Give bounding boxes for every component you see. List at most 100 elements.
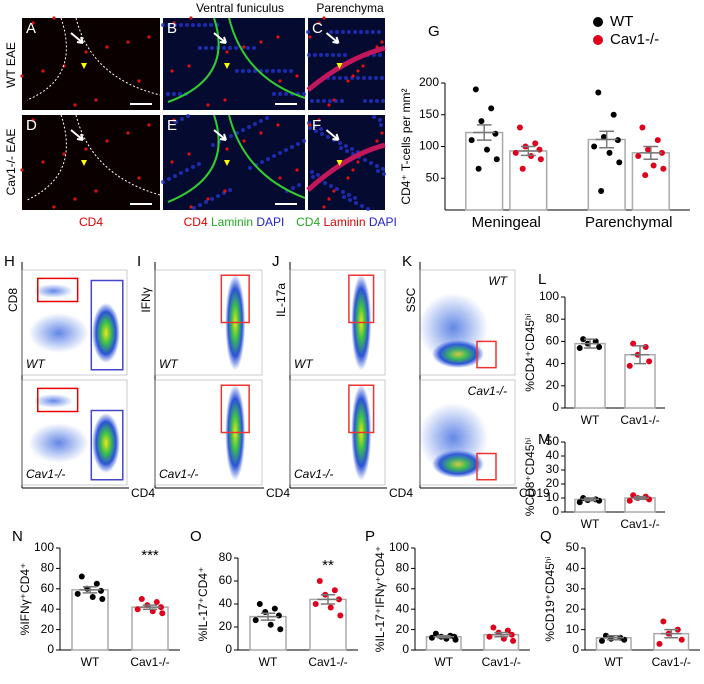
y-axis-label: %IL-17⁺CD4⁺ — [196, 567, 210, 642]
nucleus — [265, 116, 269, 120]
x-tick-label: Cav1-/- — [308, 655, 347, 669]
cell — [20, 74, 24, 78]
nucleus — [173, 174, 177, 178]
cell — [225, 50, 229, 54]
cell — [137, 79, 141, 83]
data-point — [267, 621, 274, 628]
nucleus — [329, 184, 333, 188]
header: Ventral funiculus — [196, 1, 284, 15]
axis-label: CD4 — [389, 486, 413, 500]
data-point — [157, 604, 164, 611]
gate — [37, 277, 79, 303]
y-tick-label: 60 — [41, 581, 55, 595]
data-point — [475, 165, 482, 172]
panel-label: H — [4, 253, 15, 270]
nucleus — [209, 23, 213, 27]
axis-label: SSC — [404, 287, 418, 312]
nucleus — [307, 53, 311, 57]
sample-label: Cav1-/- — [468, 384, 507, 398]
arrow — [325, 32, 340, 44]
cell — [346, 79, 350, 83]
nucleus — [369, 99, 373, 103]
error-bar — [142, 604, 158, 610]
cell — [356, 69, 360, 73]
nucleus — [228, 188, 232, 192]
legend-marker — [593, 17, 603, 27]
y-axis-label: %CD4⁺CD45ʰⁱ — [523, 313, 537, 391]
cell — [332, 98, 336, 102]
data-point — [519, 165, 526, 172]
nucleus — [341, 190, 345, 194]
nucleus — [271, 69, 275, 73]
x-tick-label: WT — [581, 413, 600, 427]
nucleus — [368, 76, 372, 80]
nucleus — [278, 92, 282, 96]
nucleus — [248, 166, 252, 170]
x-tick-label: WT — [259, 655, 278, 669]
nucleus — [377, 30, 381, 34]
y-tick-label: 20 — [219, 619, 233, 633]
y-axis-label: CD4⁺ T-cells per mm² — [399, 88, 413, 204]
x-tick-label: Cav1-/- — [130, 655, 169, 669]
cell — [206, 103, 210, 107]
nucleus — [366, 207, 370, 211]
cell — [322, 16, 326, 20]
nucleus — [320, 132, 324, 136]
nucleus — [343, 53, 347, 57]
nucleus — [284, 148, 288, 152]
boundary — [26, 114, 161, 201]
nucleus — [204, 46, 208, 50]
stain-label: CD4 Laminin DAPI — [296, 215, 397, 229]
nucleus — [234, 46, 238, 50]
axis-label: CD19 — [519, 486, 550, 500]
data-point — [510, 637, 517, 644]
micrograph: D — [20, 114, 161, 210]
nucleus — [265, 69, 269, 73]
flow-plot: WT — [21, 269, 128, 376]
cell — [187, 152, 191, 156]
axis-label: IL-17a — [274, 283, 288, 317]
sample-label: Cav1-/- — [294, 467, 333, 481]
nucleus — [179, 23, 183, 27]
data-point — [654, 137, 661, 144]
flow-plot: WT — [154, 269, 263, 376]
nucleus — [372, 115, 376, 119]
nucleus — [337, 53, 341, 57]
header: Parenchyma — [316, 1, 384, 15]
data-point — [650, 162, 657, 169]
boundary — [26, 17, 161, 101]
x-tick-label: Meningeal — [472, 214, 541, 231]
error-bar — [634, 345, 646, 365]
y-axis-label: %CD19⁺CD45ʰⁱ — [543, 556, 557, 641]
arrowhead — [224, 160, 230, 166]
cell — [242, 139, 246, 143]
nucleus — [323, 181, 327, 185]
sample-label: WT — [159, 357, 179, 371]
data-point — [576, 345, 583, 352]
error-bar — [584, 338, 596, 349]
data-point — [93, 580, 100, 587]
cell — [223, 98, 227, 102]
y-tick-label: 150 — [419, 107, 439, 121]
nucleus — [348, 198, 352, 202]
y-tick-label: 20 — [546, 378, 560, 392]
nucleus — [354, 201, 358, 205]
data-point — [639, 124, 646, 131]
data-point — [271, 605, 278, 612]
data-point — [646, 358, 653, 365]
error-bar — [82, 586, 98, 594]
y-tick-label: 60 — [219, 573, 233, 587]
data-point — [472, 86, 479, 93]
nucleus — [222, 46, 226, 50]
flow-plot: Cav1-/- — [289, 379, 386, 486]
data-point — [642, 343, 649, 350]
gate — [348, 274, 375, 324]
data-point — [138, 596, 145, 602]
error-bar — [436, 634, 451, 639]
panel-label: E — [167, 117, 177, 134]
nucleus — [178, 92, 182, 96]
flow-plot: WT — [418, 269, 516, 376]
panel-label: F — [312, 117, 321, 134]
cell — [84, 147, 88, 151]
flow-frame — [21, 379, 128, 486]
